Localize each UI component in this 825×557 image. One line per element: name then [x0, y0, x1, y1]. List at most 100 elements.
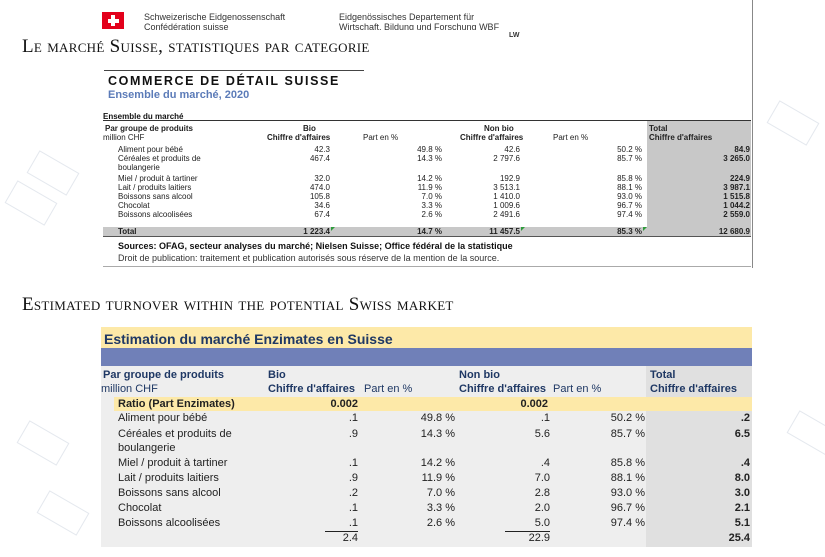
table1-row-bio: 42.3 — [314, 145, 330, 154]
table2-row-bio-pct: 49.8 % — [420, 412, 455, 424]
table1-row-bio-pct: 11.9 % — [417, 183, 442, 192]
background-hexagon — [4, 180, 58, 226]
table1-col-group: Par groupe de produits — [105, 124, 194, 133]
table1-row-label: Boissons alcoolisées — [118, 210, 193, 219]
table2-row-bio: .9 — [348, 472, 358, 484]
table1-row-bio: 474.0 — [309, 183, 330, 192]
table2-row-nonbio-pct: 93.0 % — [610, 487, 645, 499]
table1-row-bio-pct: 14.2 % — [417, 174, 442, 183]
table1-subtitle: Ensemble du marché, 2020 — [108, 89, 250, 101]
table1-bio-turnover-header: Chiffre d'affaires — [267, 133, 331, 142]
table1-total-bio: 1 223.4 — [303, 227, 330, 236]
table1-row-nonbio-pct: 50.2 % — [617, 145, 642, 154]
table2-row-nonbio: 5.6 — [534, 428, 550, 440]
background-hexagon — [786, 410, 825, 456]
gov-name-fr: Confédération suisse — [144, 22, 229, 30]
table2-ratio-label: Ratio (Part Enzimates) — [118, 398, 235, 410]
table1-row-nonbio-pct: 97.4 % — [617, 210, 642, 219]
table2-row-nonbio: .1 — [540, 412, 550, 424]
table2-row-nonbio-pct: 88.1 % — [610, 472, 645, 484]
table2-ratio-bio: 0.002 — [330, 398, 358, 410]
table2-row-bio-pct: 11.9 % — [421, 472, 455, 484]
government-header: Schweizerische Eidgenossenschaft Confédé… — [99, 10, 753, 39]
table1-row-label: Miel / produit à tartiner — [118, 174, 198, 183]
table1-row-total: 1 044.2 — [723, 201, 750, 210]
table1-row-nonbio: 1 410.0 — [493, 192, 520, 201]
table2-nonbio-share-header: Part en % — [553, 383, 602, 395]
table1-top-rule — [103, 120, 751, 121]
table1-sources: Sources: OFAG, secteur analyses du march… — [118, 241, 513, 251]
table1-row-total: 3 987.1 — [723, 183, 750, 192]
background-hexagon — [16, 420, 70, 466]
table2-ratio-nonbio: 0.002 — [520, 398, 548, 410]
table2-row-label: Aliment pour bébé — [118, 412, 208, 424]
table1-bio-header: Bio — [303, 124, 316, 133]
table1-row-nonbio-pct: 85.7 % — [617, 154, 642, 163]
table1-row-label: Céréales et produits de — [118, 154, 201, 163]
table2-row-total: 6.5 — [734, 428, 750, 440]
table2-row-label: Chocolat — [118, 502, 162, 514]
statistics-document-panel: Schweizerische Eidgenossenschaft Confédé… — [99, 0, 753, 268]
table2-row-nonbio-pct: 50.2 % — [610, 412, 645, 424]
table1-total-row-bg — [103, 227, 647, 236]
table1-row-bio: 105.8 — [309, 192, 330, 201]
table1-row-nonbio: 192.9 — [499, 174, 520, 183]
table1-row-nonbio-pct: 96.7 % — [617, 201, 642, 210]
section1-heading: Le marché Suisse, statistiques par categ… — [22, 36, 370, 57]
table2-row-bio: .9 — [348, 428, 358, 440]
table2-row-total: 2.1 — [734, 502, 750, 514]
table2-row-bio: .1 — [348, 517, 358, 529]
table1-row-bio: 32.0 — [314, 174, 330, 183]
table1-row-bio-pct: 14.3 % — [417, 154, 442, 163]
table2-bio-header: Bio — [268, 369, 286, 381]
table1-footer-rule — [103, 266, 751, 267]
table2-row-nonbio: 7.0 — [534, 472, 550, 484]
table1-row-label-continued: boulangerie — [118, 163, 160, 172]
background-hexagon — [766, 100, 820, 146]
table2-row-bio: .2 — [348, 487, 358, 499]
table1-row-bio-pct: 49.8 % — [417, 145, 442, 154]
table1-row-bio-pct: 2.6 % — [421, 210, 442, 219]
table2-nonbio-sum-rule — [505, 531, 550, 532]
table2-sum-total: 25.4 — [728, 532, 750, 544]
table1-col-unit: million CHF — [103, 133, 145, 142]
table2-row-bio-pct: 2.6 % — [426, 517, 455, 529]
table1-section-label: Ensemble du marché — [103, 112, 184, 121]
table2-row-bio-pct: 14.2 % — [420, 457, 455, 469]
table2-sum-nonbio: 22.9 — [528, 532, 550, 544]
table1-total-total: 12 680.9 — [718, 227, 750, 236]
table2-title: Estimation du marché Enzimates en Suisse — [104, 331, 393, 347]
table1-row-nonbio-pct: 93.0 % — [617, 192, 642, 201]
table1-row-label: Chocolat — [118, 201, 150, 210]
table2-title-bar — [101, 327, 752, 348]
table1-row-nonbio: 2 491.6 — [493, 210, 520, 219]
table2-row-total: 8.0 — [734, 472, 750, 484]
table2-row-nonbio-pct: 85.7 % — [610, 428, 645, 440]
table1-total-column-bg — [647, 121, 751, 236]
table2-row-bio-pct: 14.3 % — [420, 428, 455, 440]
gov-name-de: Schweizerische Eidgenossenschaft — [144, 12, 286, 22]
table2-bio-share-header: Part en % — [364, 383, 413, 395]
table1-row-total: 2 559.0 — [723, 210, 750, 219]
table2-sum-bio: 2.4 — [342, 532, 358, 544]
table2-col-group: Par groupe de produits — [103, 369, 225, 381]
table1-row-label: Aliment pour bébé — [118, 145, 183, 154]
background-hexagon — [26, 150, 80, 196]
table2-row-bio: .1 — [348, 457, 358, 469]
table2-row-label-continued: boulangerie — [118, 442, 176, 454]
table2-total-turnover-header: Chiffre d'affaires — [650, 383, 737, 395]
table1-total-nonbio: 11 457.5 — [489, 227, 520, 236]
table2-bio-sum-rule — [325, 531, 358, 532]
section2-heading: Estimated turnover within the potential … — [22, 294, 454, 315]
table1-row-bio: 34.6 — [314, 201, 330, 210]
department-line2: Wirtschaft, Bildung und Forschung WBF — [339, 22, 500, 30]
table1-total-bio-pct: 14.7 % — [417, 227, 442, 236]
table1-publication-rights: Droit de publication: traitement et publ… — [118, 253, 500, 263]
cell-marker-icon — [521, 227, 525, 231]
table2-nonbio-header: Non bio — [459, 369, 500, 381]
table1-row-label: Boissons sans alcool — [118, 192, 193, 201]
table2-total-column-bg — [646, 366, 752, 547]
table1-row-bio-pct: 3.3 % — [421, 201, 442, 210]
table1-row-nonbio-pct: 88.1 % — [617, 183, 642, 192]
table1-row-total: 1 515.8 — [723, 192, 750, 201]
